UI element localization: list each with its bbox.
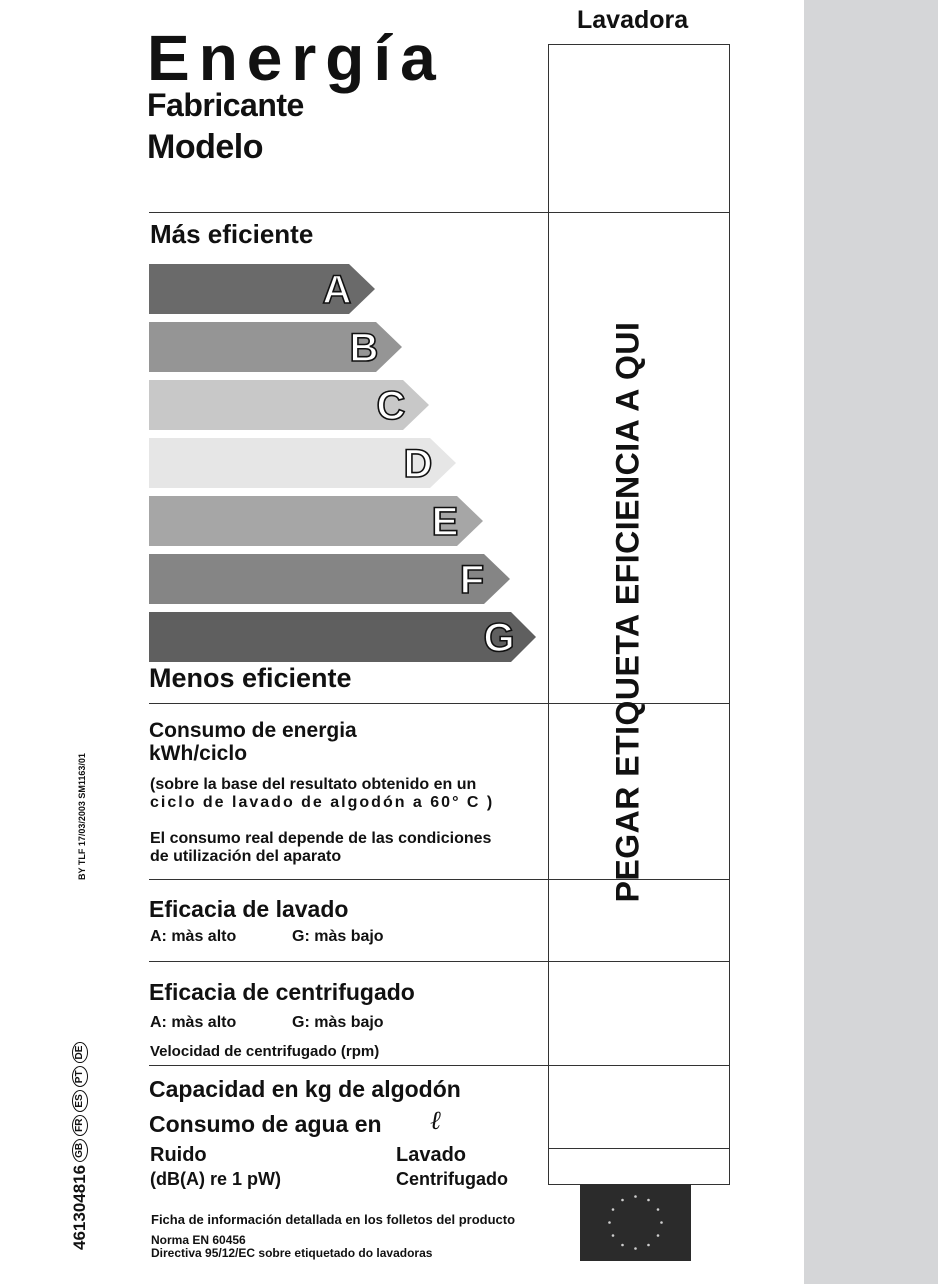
least-efficient-label: Menos eficiente [149, 663, 352, 693]
language-code-badge: GB [72, 1138, 88, 1162]
energy-class-f-arrow: F [149, 554, 510, 604]
energy-class-letter: F [460, 558, 484, 602]
divider [149, 212, 730, 213]
energy-note-line2: ciclo de lavado de algodón a 60° C ) [150, 794, 495, 811]
capacity-label: Capacidad en kg de algodón [149, 1076, 461, 1102]
language-codes: GB FR ES PT DE [72, 1041, 88, 1162]
noise-unit: (dB(A) re 1 pW) [150, 1169, 281, 1189]
energy-class-g-arrow: G [149, 612, 536, 662]
noise-spin-label: Centrifugado [396, 1169, 508, 1189]
eu-star [647, 1198, 650, 1202]
energy-class-a-arrow: A [149, 264, 375, 314]
energy-class-d-arrow: D [149, 438, 456, 488]
manufacturer-label: Fabricante [147, 87, 304, 123]
spin-high: A: màs alto [150, 1014, 237, 1031]
part-number: 461304816 [70, 1164, 89, 1250]
energy-class-c-arrow: C [149, 380, 429, 430]
energy-class-letter: A [323, 268, 352, 312]
language-code-badge: DE [72, 1041, 88, 1064]
water-consumption-label: Consumo de agua en [149, 1111, 382, 1137]
noise-wash-label: Lavado [396, 1144, 467, 1166]
energy-consumption-unit: kWh/ciclo [149, 742, 248, 765]
divider [149, 703, 730, 704]
model-label: Modelo [147, 128, 263, 166]
spin-low: G: màs bajo [292, 1014, 384, 1031]
eu-star [634, 1247, 637, 1250]
washing-high: A: màs alto [150, 928, 237, 945]
document-code: BY TLF 17/03/2003 SM1163/01 [77, 753, 87, 880]
energy-class-letter: C [377, 384, 406, 428]
label-title: Energía [147, 22, 445, 94]
language-code-badge: PT [72, 1066, 88, 1088]
eu-star [656, 1208, 660, 1211]
energy-consumption-title: Consumo de energia [149, 719, 357, 742]
energy-class-letter: B [350, 326, 379, 370]
energy-class-letter: G [483, 616, 514, 660]
eu-star [647, 1243, 650, 1247]
divider [149, 961, 730, 962]
eu-star [611, 1234, 615, 1237]
appliance-type: Lavadora [577, 6, 689, 34]
eu-flag-icon [580, 1184, 691, 1261]
eu-star [621, 1243, 624, 1247]
part-number-block: 461304816 GB FR ES PT DE [70, 1041, 90, 1250]
energy-class-letter: E [432, 500, 459, 544]
washing-low: G: màs bajo [292, 928, 384, 945]
washing-efficiency-title: Eficacia de lavado [149, 896, 349, 922]
litre-unit: ℓ [430, 1106, 441, 1136]
energy-class-e-arrow: E [149, 496, 483, 546]
eu-star [656, 1234, 660, 1237]
divider [548, 1148, 730, 1149]
spin-speed-label: Velocidad de centrifugado (rpm) [150, 1043, 380, 1060]
language-code-badge: FR [72, 1114, 88, 1136]
info-sheet-note: Ficha de información detallada en los fo… [151, 1212, 516, 1227]
divider [149, 879, 730, 880]
most-efficient-label: Más eficiente [150, 219, 314, 249]
eu-star [634, 1195, 637, 1198]
eu-star [608, 1221, 611, 1224]
divider [149, 1065, 730, 1066]
page-margin-strip [804, 0, 938, 1284]
energy-class-letter: D [404, 442, 433, 486]
norm-reference: Norma EN 60456 [151, 1233, 246, 1247]
directive-reference: Directiva 95/12/EC sobre etiquetado do l… [151, 1246, 433, 1260]
eu-star [621, 1198, 624, 1202]
energy-class-b-arrow: B [149, 322, 402, 372]
sticker-instruction: PEGAR ETIQUETA EFICIENCIA A QUI [609, 321, 646, 903]
eu-star [660, 1221, 663, 1224]
noise-label: Ruido [150, 1144, 207, 1166]
eu-star [611, 1208, 615, 1211]
real-consumption-line1: El consumo real depende de las condicion… [150, 830, 492, 847]
energy-note-line1: (sobre la base del resultato obtenido en… [150, 776, 477, 793]
language-code-badge: ES [72, 1090, 88, 1112]
real-consumption-line2: de utilización del aparato [150, 848, 342, 865]
spin-efficiency-title: Eficacia de centrifugado [149, 979, 415, 1005]
